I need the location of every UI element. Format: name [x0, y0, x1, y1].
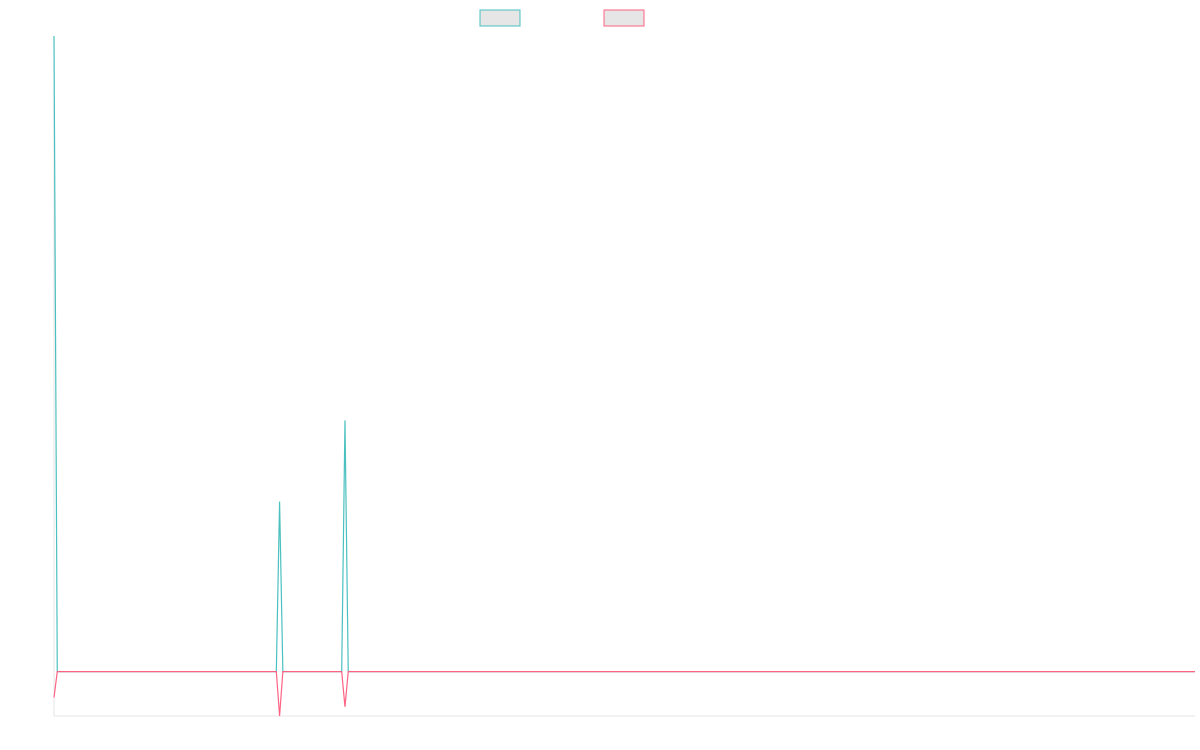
series-line-1	[53, 35, 1195, 673]
series-line-2	[53, 671, 1195, 717]
legend-swatch-2	[603, 9, 645, 27]
legend-swatch-1	[479, 9, 521, 27]
